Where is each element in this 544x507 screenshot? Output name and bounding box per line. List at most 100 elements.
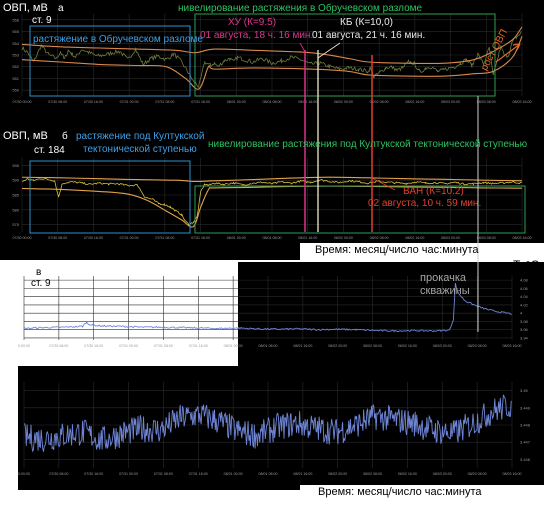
x-tick-label: 08/01 16:00	[298, 236, 317, 240]
x-tick-label: 08/01 16:00	[293, 472, 312, 476]
x-tick-label: 08/03 16:00	[503, 472, 522, 476]
y-tick-label: 575	[12, 222, 19, 227]
x-tick-label: 07/31 16:00	[191, 100, 210, 104]
series-envelope-upper	[21, 26, 523, 65]
y-tick-label: 3.45	[520, 388, 529, 393]
x-tick-label: 08/03 00:00	[441, 236, 460, 240]
x-tick-label: 07/31 16:00	[189, 344, 208, 348]
event-kb-date: 01 августа, 21 ч. 16 мин.	[312, 30, 426, 41]
rost-arrow-shaft	[495, 43, 521, 63]
series-envelope-upper	[21, 176, 523, 182]
series-envelope-lower	[21, 185, 523, 228]
panel-b-ylabel: ОВП, мВ	[3, 130, 48, 142]
series-raw	[21, 178, 522, 226]
x-tick-label: 07/31 16:00	[191, 236, 210, 240]
x-tick-label: 07/30 00:00	[13, 100, 32, 104]
x-tick-label: 07/30 00:00	[13, 236, 32, 240]
x-tick-label: 08/02 16:00	[405, 100, 424, 104]
y-tick-label: 4	[520, 311, 523, 316]
panel-b-box-green-text: нивелирование растяжения под Култукской …	[208, 139, 528, 150]
panel-c-ylabel: T, °C	[513, 258, 540, 272]
event-van-date: 02 августа, 10 ч. 59 мин.	[368, 198, 482, 209]
y-tick-label: 3.448	[520, 423, 531, 428]
series-temperature	[23, 282, 512, 333]
x-tick-label: 08/01 16:00	[298, 100, 317, 104]
y-tick-label: 3.447	[520, 440, 531, 445]
x-tick-label: 08/01 08:00	[259, 344, 278, 348]
x-tick-label: 08/03 16:00	[513, 236, 532, 240]
y-tick-label: 585	[12, 193, 19, 198]
x-tick-label: 08/02 00:00	[334, 236, 353, 240]
y-tick-label: 552	[12, 64, 19, 69]
y-tick-label: 4.02	[520, 302, 529, 307]
series-raw	[21, 31, 522, 89]
event-kb-pointer	[317, 42, 341, 59]
y-tick-label: 3.446	[520, 457, 531, 462]
x-tick-label: 07/31 00:00	[119, 472, 138, 476]
x-tick-label: 08/02 08:00	[363, 472, 382, 476]
event-hu-title: ХУ (К=9.5)	[228, 17, 277, 28]
panel-b-box-blue-text-2: тектонической ступенью	[83, 144, 197, 155]
x-tick-label: 08/01 00:00	[224, 472, 243, 476]
x-tick-label: 07/30 16:00	[84, 236, 103, 240]
panel-c-station: ст. 9	[31, 278, 51, 289]
x-tick-label: 08/01 00:00	[227, 236, 246, 240]
panel-d-letter: г	[38, 369, 42, 380]
y-tick-label: 4.06	[520, 286, 529, 291]
time-axis-label-bottom: Время: месяц/число час:минута	[318, 486, 482, 498]
y-tick-label: 3.96	[520, 327, 529, 332]
x-tick-label: 08/01 08:00	[259, 472, 278, 476]
x-tick-label: 08/02 00:00	[328, 344, 347, 348]
x-tick-label: 08/03 16:00	[503, 344, 522, 348]
x-tick-label: 07/31 00:00	[119, 344, 138, 348]
panel-b-letter: б	[62, 131, 68, 142]
x-tick-label: 08/02 08:00	[370, 236, 389, 240]
x-tick-label: 08/02 00:00	[328, 472, 347, 476]
x-tick-label: 07/30 16:00	[84, 344, 103, 348]
y-tick-label: 555	[12, 29, 19, 34]
panel-d-ylabel: T, °C	[511, 366, 538, 380]
x-tick-label: 07/31 00:00	[120, 236, 139, 240]
x-tick-label: 08/03 00:00	[433, 344, 452, 348]
x-tick-label: 08/03 08:00	[468, 344, 487, 348]
x-tick-label: 08/03 00:00	[433, 472, 452, 476]
panel-d-station: ст. 184	[31, 380, 62, 391]
panel-a-letter: а	[58, 3, 64, 14]
rost-arrow-head	[512, 43, 521, 51]
x-tick-label: 08/01 08:00	[263, 236, 282, 240]
y-tick-label: 4.08	[520, 278, 529, 283]
x-tick-label: 08/02 08:00	[363, 344, 382, 348]
x-tick-label: 08/01 16:00	[293, 344, 312, 348]
y-tick-label: 4.04	[520, 294, 529, 299]
x-tick-label: 08/02 16:00	[405, 236, 424, 240]
x-tick-label: 07/30 08:00	[49, 472, 68, 476]
pumping-note-2: скважины	[420, 285, 470, 297]
y-tick-label: 554	[12, 41, 19, 46]
event-van-title: ВАН (К=10.2)	[403, 186, 464, 197]
time-label-strip-top	[300, 243, 544, 260]
x-tick-label: 0:00:00	[18, 344, 30, 348]
panel-a-green-box	[194, 13, 496, 97]
panel-b-station: ст. 184	[34, 145, 65, 156]
panel-a-box-green-text: нивелирование растяжения в Обручевском р…	[178, 3, 423, 14]
x-tick-label: 07/30 08:00	[49, 344, 68, 348]
x-tick-label: 07/31 08:00	[155, 236, 174, 240]
event-hu-pointer	[299, 42, 306, 53]
x-tick-label: 08/01 08:00	[263, 100, 282, 104]
x-tick-label: 07/30 08:00	[48, 100, 67, 104]
x-tick-label: 08/03 00:00	[441, 100, 460, 104]
x-tick-label: 07/30 16:00	[84, 472, 103, 476]
x-tick-label: 08/03 08:00	[468, 472, 487, 476]
series-temperature	[23, 394, 512, 453]
x-tick-label: 08/02 16:00	[398, 344, 417, 348]
y-tick-label: 3.94	[520, 335, 529, 340]
y-tick-label: 556	[12, 17, 19, 22]
panel-b-green-box	[194, 185, 526, 234]
x-tick-label: 08/02 16:00	[398, 472, 417, 476]
panel-a-ylabel: ОВП, мВ	[3, 2, 48, 14]
time-label-strip-bottom	[300, 485, 544, 502]
panel-a-box-blue-text: растяжение в Обручевском разломе	[33, 34, 203, 45]
y-tick-label: 3.98	[520, 319, 529, 324]
time-axis-label-top: Время: месяц/число час:минута	[315, 244, 479, 256]
